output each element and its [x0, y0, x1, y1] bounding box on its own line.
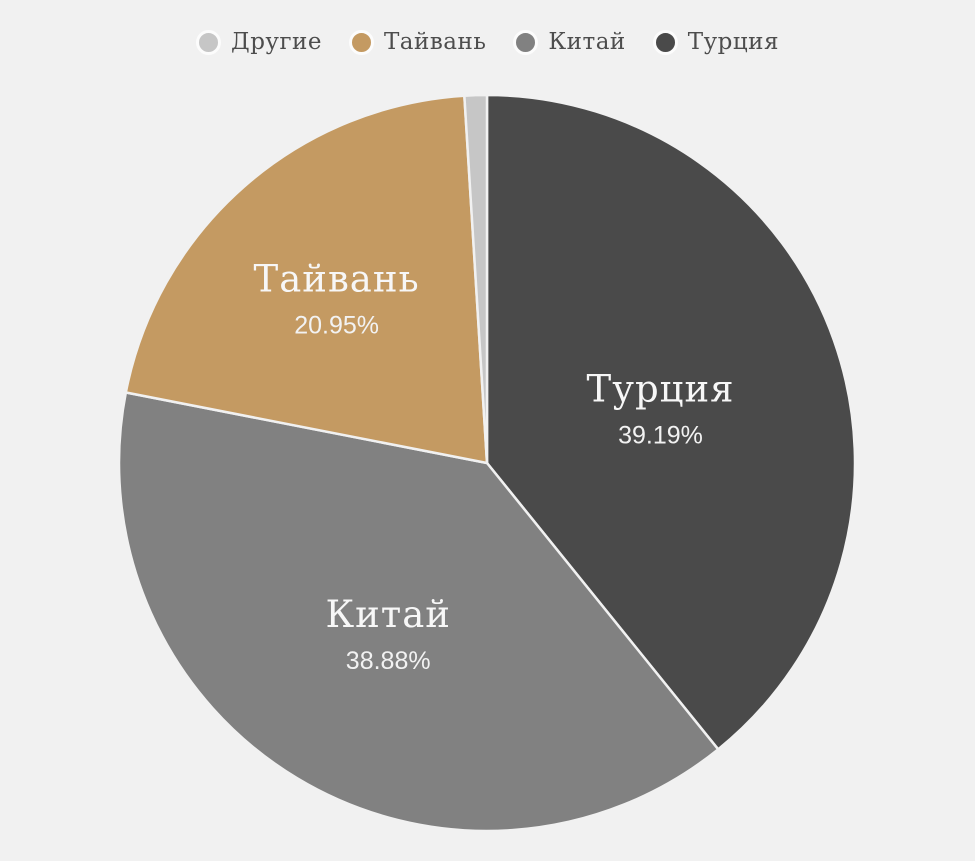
pie-slice-turkey[interactable]	[485, 93, 857, 751]
slice-label-turkey: Турция	[587, 368, 735, 411]
pie-slice-china[interactable]	[117, 391, 720, 833]
legend-label-china: Китай	[548, 29, 626, 55]
legend-item-others[interactable]: Другие	[196, 30, 322, 55]
chart-legend: Другие Тайвань Китай Турция	[0, 30, 975, 55]
slice-pct-china: 38.88%	[346, 647, 431, 675]
slice-pct-taiwan: 20.95%	[294, 311, 379, 339]
legend-label-turkey: Турция	[687, 29, 779, 55]
legend-marker-china	[513, 30, 539, 55]
legend-marker-turkey	[652, 30, 678, 55]
legend-marker-taiwan	[348, 30, 374, 55]
slice-label-china: Китай	[325, 593, 451, 636]
slice-label-taiwan: Тайвань	[254, 257, 420, 300]
legend-item-china[interactable]: Китай	[513, 30, 625, 55]
legend-marker-others	[196, 30, 221, 55]
slice-pct-turkey: 39.19%	[618, 422, 703, 450]
pie-slice-taiwan[interactable]	[124, 94, 489, 465]
pie-slice-others[interactable]	[463, 93, 489, 465]
legend-item-taiwan[interactable]: Тайвань	[348, 29, 487, 55]
legend-label-others: Другие	[231, 29, 322, 55]
legend-item-turkey[interactable]: Турция	[652, 29, 779, 55]
legend-label-taiwan: Тайвань	[383, 29, 487, 55]
